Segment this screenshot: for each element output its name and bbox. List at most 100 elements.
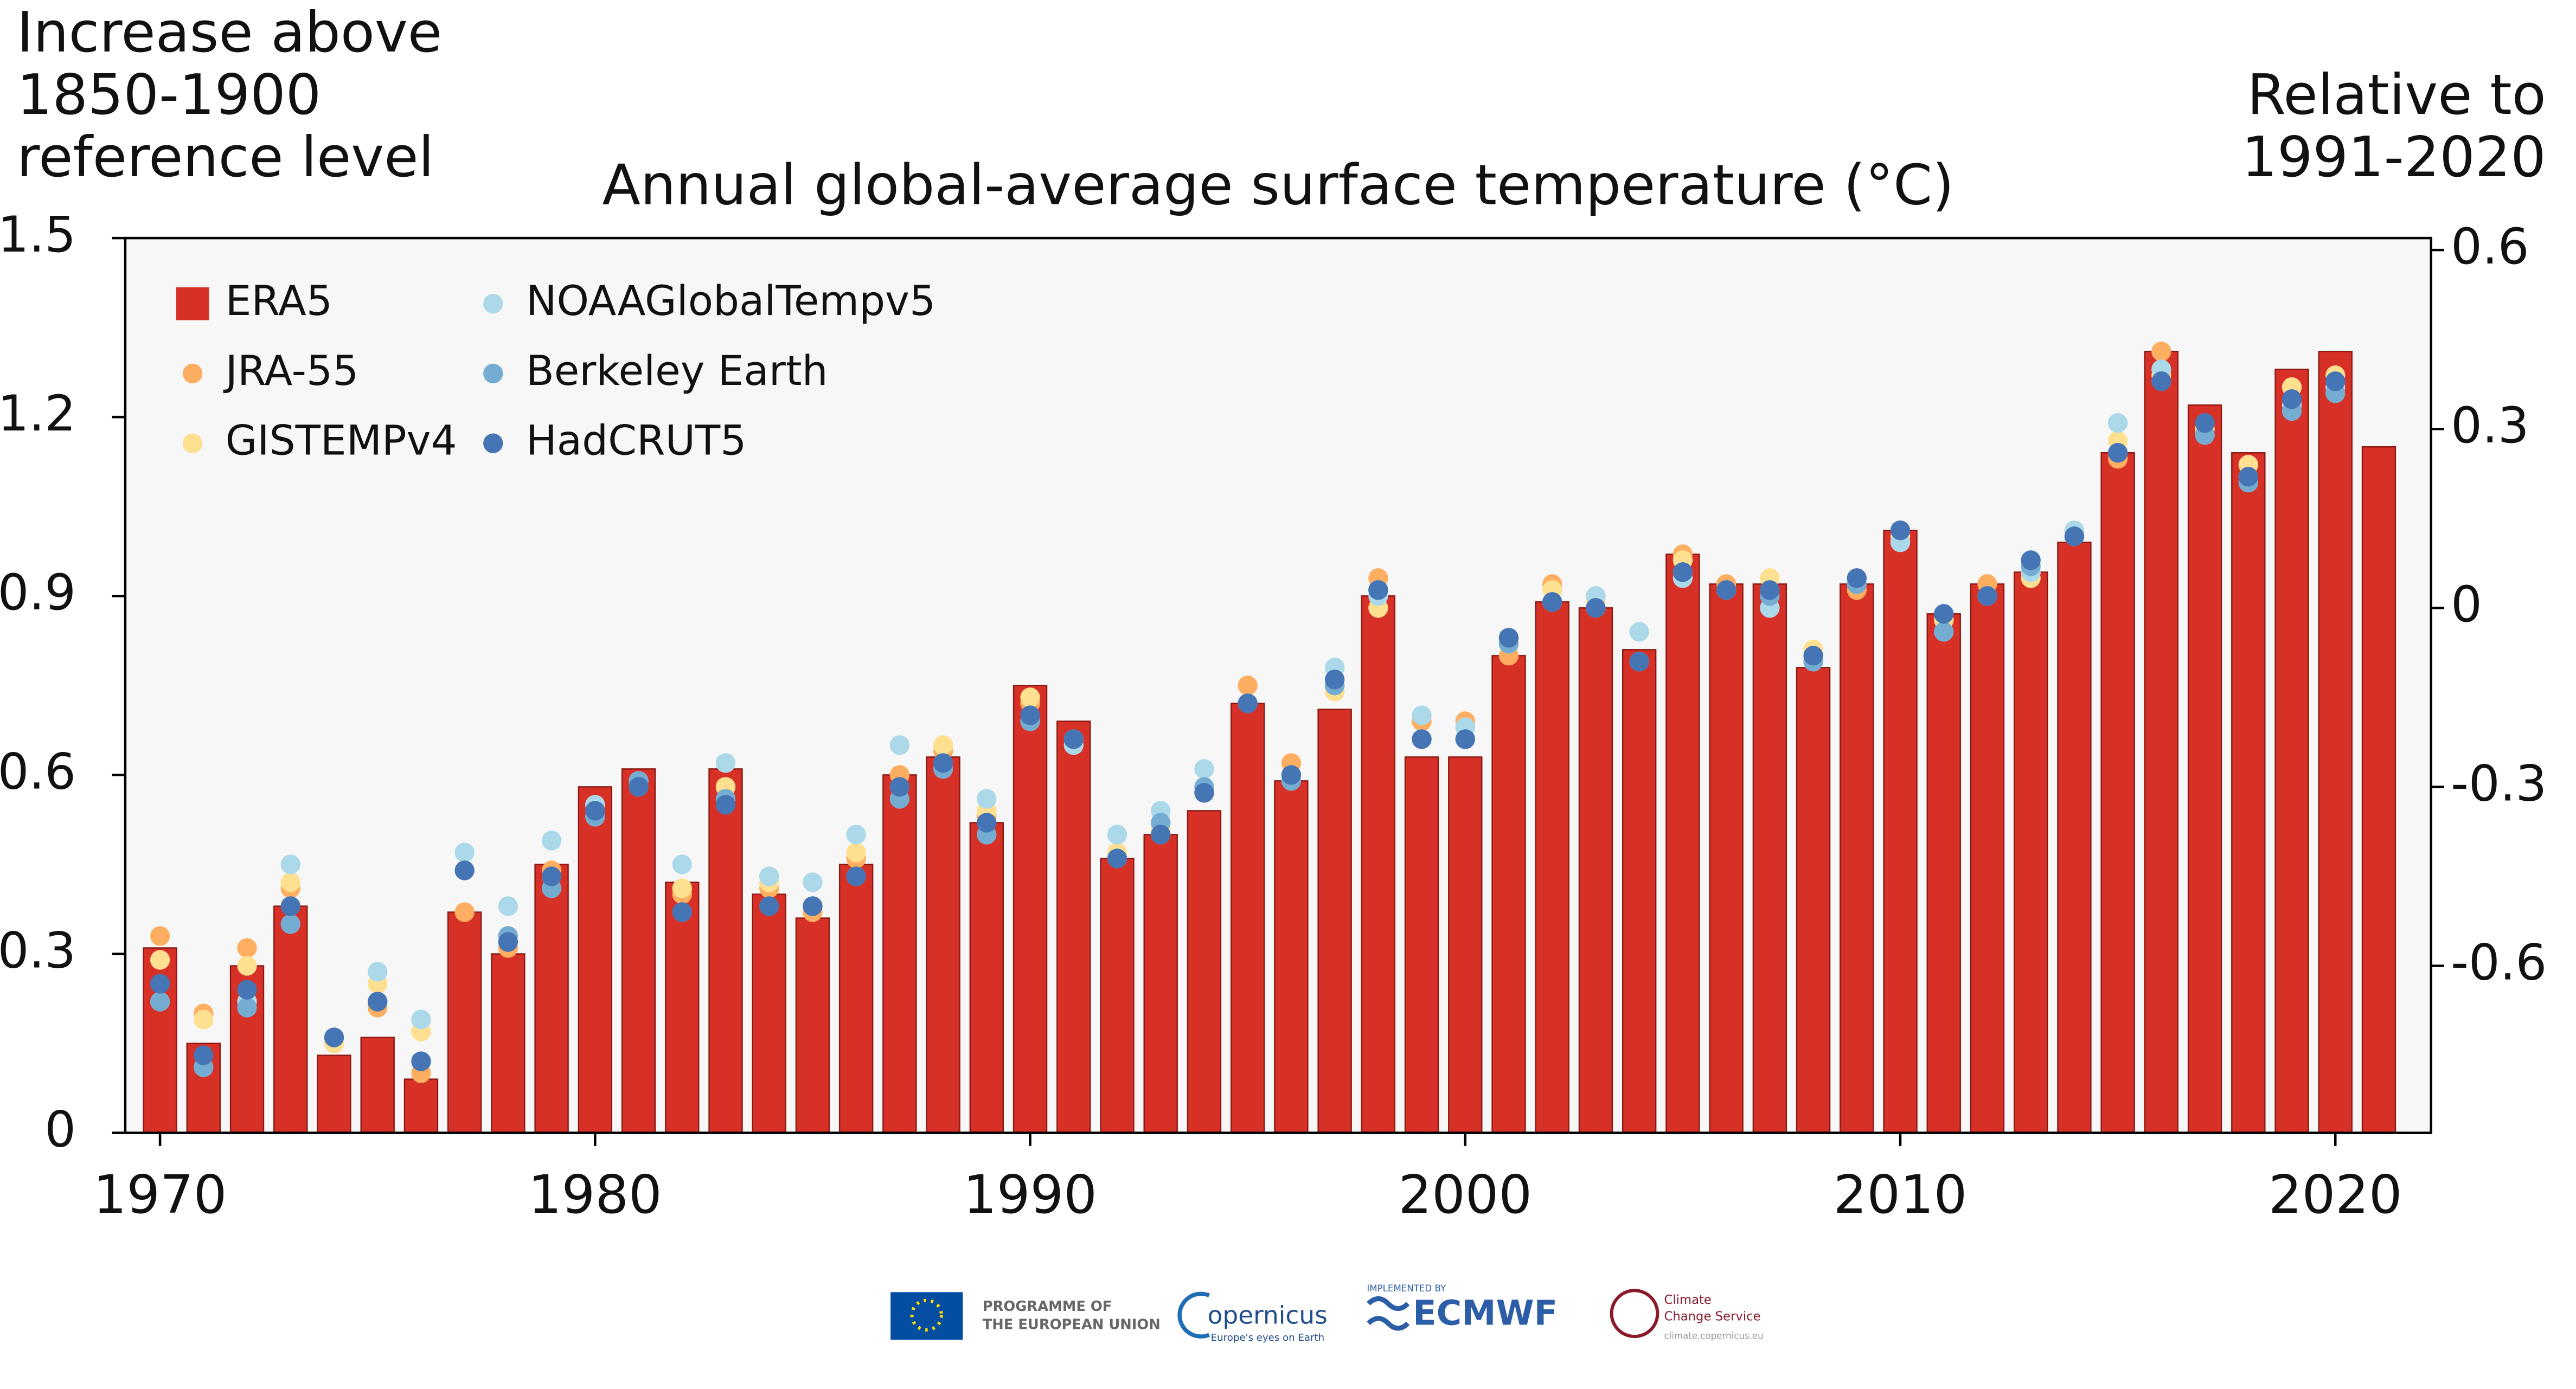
data-point [2107,443,2128,463]
y-tick-label: 1.5 [0,207,76,263]
bar [403,1078,439,1134]
bar [578,786,613,1134]
copernicus-text: opernicus [1208,1301,1328,1329]
data-point [2107,413,2128,433]
marks [143,342,2396,1134]
data-point [846,866,866,886]
eu-stars [910,1298,944,1332]
data-point [933,735,953,755]
bar [1056,721,1091,1134]
bar [2361,446,2396,1134]
y-tick-label: 0 [44,1101,76,1158]
data-point [846,843,866,863]
data-point [977,813,997,833]
c3s-logo [1610,1289,1659,1339]
y-tick-label: 0.6 [0,743,76,800]
bar [1709,583,1744,1134]
bar [838,864,874,1134]
data-point [541,831,562,851]
x-tick-label: 2020 [2269,1164,2402,1225]
data-point [759,896,779,916]
ecmwf-text: ECMWF [1413,1292,1558,1333]
legend-swatch [483,433,503,453]
bar [1883,530,1918,1134]
data-point [1498,628,1519,648]
bar [447,911,482,1134]
data-point [715,753,736,773]
plot-frame [124,236,2433,1134]
data-point [2195,413,2215,433]
x-tick-label: 1970 [93,1164,227,1225]
bar [491,953,526,1134]
data-point [977,789,997,809]
data-point [1238,693,1258,713]
bar [708,768,743,1134]
data-point [2282,389,2302,409]
data-point [411,1009,431,1030]
data-point [1542,592,1562,612]
data-point [1760,580,1780,600]
bar [1317,709,1352,1134]
bar [969,822,1004,1134]
data-point [803,896,823,916]
data-point [237,956,257,976]
data-point [1281,765,1302,785]
y-tick-label: 1.2 [0,385,76,442]
x-tick-label: 2010 [1834,1164,1968,1225]
copernicus-logo [1177,1291,1210,1339]
bar [752,893,786,1134]
data-point [2151,371,2171,391]
data-point [715,795,736,815]
c3s-text: Change Service [1664,1309,1760,1323]
bar [1622,649,1657,1134]
bar [2013,571,2048,1134]
data-point [1890,520,1911,541]
data-point [759,866,779,886]
data-point [454,843,475,863]
bar [2231,452,2266,1134]
data-point [541,866,562,886]
legend: ERA5 JRA-55 GISTEMPv4 NOAAGlobalTempv5 Berke… [176,277,935,465]
bar [1752,583,1787,1134]
data-point [498,932,518,952]
y-axis-label: 1850-1900 [17,62,321,127]
data-point [889,777,910,797]
data-point [1107,825,1127,845]
bar [2318,350,2353,1134]
data-point [237,998,257,1018]
bar [2100,452,2135,1134]
legend-swatch [176,287,209,320]
bar [2144,350,2179,1134]
bar [1187,810,1222,1134]
implemented-text: IMPLEMENTED BY [1367,1283,1446,1294]
bar [1665,554,1700,1134]
data-point [280,854,300,874]
bar [1361,595,1396,1134]
ecmwf-logo [1367,1296,1410,1331]
data-point [1238,676,1258,696]
data-point [1194,759,1214,779]
data-point [237,980,257,1000]
legend-swatch [182,433,203,453]
data-point [1847,568,1867,588]
copernicus-tagline: Europe's eyes on Earth [1211,1332,1324,1343]
legend-label: JRA-55 [223,347,359,395]
data-point [2021,550,2041,570]
bar [1970,583,2005,1134]
data-point [454,860,475,880]
data-point [2064,526,2085,546]
bar [1230,703,1265,1134]
y2-tick-label: 0.3 [2451,397,2529,454]
data-point [1586,598,1606,618]
data-point [1107,848,1127,869]
bar [1926,613,1961,1134]
bar [1448,756,1483,1134]
data-point [672,878,692,898]
data-point [498,896,518,916]
y2-axis-label: 1991-2020 [2242,125,2546,190]
y2-tick-label: 0.6 [2451,218,2529,275]
data-point [1020,705,1040,725]
legend-swatch [483,363,503,384]
data-point [2238,467,2258,487]
